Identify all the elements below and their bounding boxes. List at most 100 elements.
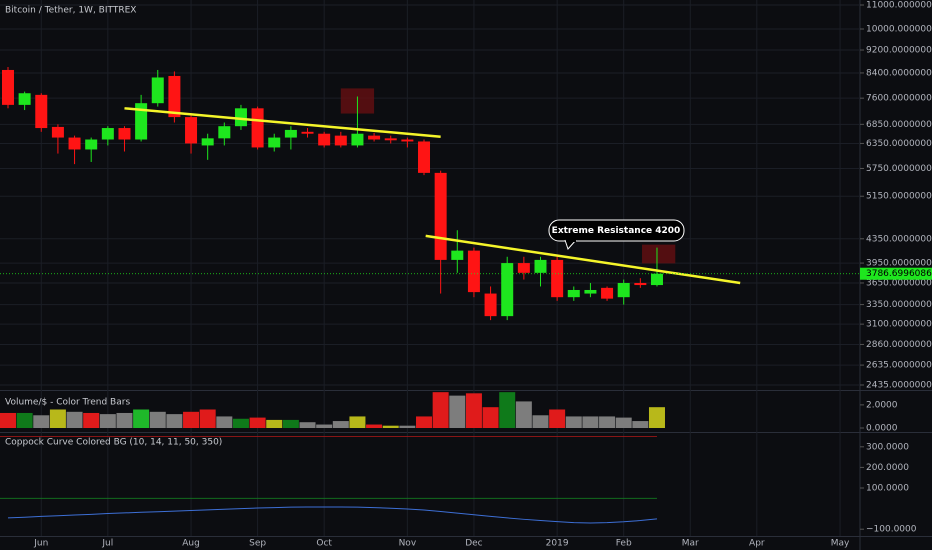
candle-body <box>135 103 148 140</box>
y-tick-label: 11000.00000000 <box>866 0 932 10</box>
callout-mask <box>566 238 576 242</box>
y-tick-label: 2.0000 <box>866 400 898 410</box>
candle-body <box>351 133 364 146</box>
x-tick-label: Sep <box>249 539 266 549</box>
volume-bar <box>133 409 150 428</box>
candle-body <box>1 69 14 105</box>
y-tick-label: 300.0000 <box>866 442 909 452</box>
x-tick-label: Jul <box>101 539 113 549</box>
candle-body <box>567 289 580 298</box>
x-tick-label: 2019 <box>546 539 569 549</box>
volume-bar <box>99 414 116 428</box>
callout-text: Extreme Resistance 4200 <box>552 226 681 236</box>
volume-bar <box>33 415 50 428</box>
volume-title: Volume/$ - Color Trend Bars <box>5 398 130 408</box>
volume-bar <box>332 421 349 428</box>
candle-body <box>551 259 564 298</box>
candle-body <box>251 108 264 148</box>
y-tick-label: 2435.00000000 <box>866 380 932 390</box>
volume-bar <box>582 416 599 428</box>
candle-body <box>168 75 181 118</box>
y-tick-label: 5750.00000000 <box>866 164 932 174</box>
candle-body <box>35 94 48 129</box>
volume-bar <box>382 425 399 428</box>
x-tick-label: Oct <box>316 539 332 549</box>
y-tick-label: 200.0000 <box>866 463 909 473</box>
volume-bar <box>399 425 416 428</box>
x-tick-label: Jun <box>33 539 48 549</box>
volume-bar <box>316 424 333 428</box>
trendline <box>425 234 741 285</box>
volume-bar <box>416 416 433 428</box>
y-tick-label: 3350.00000000 <box>866 300 932 310</box>
candle-body <box>368 135 381 140</box>
y-tick-label: 3950.00000000 <box>866 259 932 269</box>
volume-bar <box>116 412 133 428</box>
volume-bar <box>599 416 616 428</box>
resistance-zone <box>642 244 676 264</box>
candle-body <box>201 138 214 146</box>
volume-bar <box>615 417 632 428</box>
volume-bar <box>49 409 66 428</box>
candle-body <box>185 117 198 144</box>
x-tick-label: Dec <box>465 539 482 549</box>
y-tick-label: −100.0000 <box>866 525 917 535</box>
candle-body <box>467 250 480 293</box>
volume-bar <box>232 418 249 428</box>
y-tick-label: 6850.00000000 <box>866 120 932 130</box>
candle-body <box>517 263 530 273</box>
y-tick-label: 5150.00000000 <box>866 192 932 202</box>
volume-bar <box>499 392 516 428</box>
volume-bar <box>648 407 665 428</box>
volume-bar <box>183 411 200 428</box>
candle-body <box>650 273 663 286</box>
y-tick-label: 7600.00000000 <box>866 94 932 104</box>
y-tick-label: 10000.00000000 <box>866 25 932 35</box>
candle-body <box>617 282 630 298</box>
y-tick-label: 4350.00000000 <box>866 234 932 244</box>
volume-bar <box>199 409 216 428</box>
trendline <box>124 107 441 139</box>
volume-bar <box>482 407 499 428</box>
volume-bar <box>83 412 100 428</box>
volume-bar <box>16 412 33 428</box>
candle-body <box>68 137 81 150</box>
volume-bar <box>549 409 566 428</box>
x-tick-label: Nov <box>399 539 417 549</box>
last-price-box <box>860 267 932 280</box>
last-price-label: 3786.69960868 <box>866 269 932 279</box>
candle-body <box>484 293 497 317</box>
y-tick-label: 3100.00000000 <box>866 320 932 330</box>
x-tick-label: Apr <box>749 539 765 549</box>
volume-bar <box>432 392 449 428</box>
candle-body <box>301 131 314 134</box>
candle-body <box>284 129 297 138</box>
candle-body <box>318 133 331 146</box>
candle-body <box>384 138 397 141</box>
volume-bar <box>465 393 482 428</box>
volume-bar <box>66 411 83 428</box>
candle-body <box>218 126 231 139</box>
x-tick-label: Feb <box>616 539 632 549</box>
y-tick-label: 3650.00000000 <box>866 278 932 288</box>
candle-body <box>85 139 98 150</box>
volume-bar <box>282 419 299 428</box>
y-tick-label: 100.0000 <box>866 484 909 494</box>
candle-body <box>401 139 414 142</box>
candle-body <box>18 93 31 105</box>
volume-bar <box>249 417 266 428</box>
x-tick-label: Aug <box>182 539 200 549</box>
coppock-title: Coppock Curve Colored BG (10, 14, 11, 50… <box>5 438 222 448</box>
volume-bar <box>149 411 166 428</box>
volume-bar <box>565 416 582 428</box>
y-tick-label: 0.0000 <box>866 424 898 434</box>
volume-bar <box>166 414 183 428</box>
y-tick-label: 2635.00000000 <box>866 361 932 371</box>
candle-body <box>51 126 64 138</box>
volume-bar <box>349 416 366 428</box>
volume-bar <box>299 422 316 428</box>
volume-bar <box>216 416 233 428</box>
chart-title: Bitcoin / Tether, 1W, BITTREX <box>5 6 136 16</box>
volume-bar <box>0 412 16 428</box>
